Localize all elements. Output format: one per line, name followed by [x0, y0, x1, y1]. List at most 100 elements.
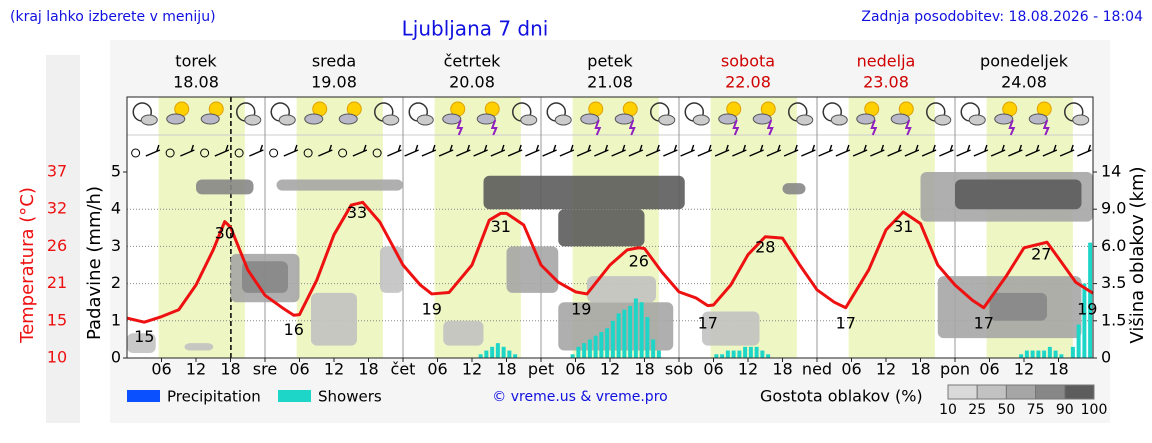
- x-tick-label: 18: [772, 360, 792, 379]
- x-tick-label: sre: [253, 360, 277, 379]
- temp-label: 31: [491, 217, 511, 236]
- wind-barb: [249, 144, 264, 157]
- wind-barb: [1008, 144, 1023, 157]
- y2-axis-title: Višina oblakov (km): [1127, 166, 1148, 343]
- day-name: nedelja: [857, 52, 916, 71]
- day-date: 21.08: [587, 73, 633, 92]
- cloud-cell: [276, 179, 403, 191]
- x-tick-label: 18: [496, 360, 516, 379]
- credit: © vreme.us & vreme.pro: [492, 389, 667, 405]
- cloud-cell: [989, 292, 1047, 321]
- lightning-icon: [628, 119, 636, 136]
- left-strip: [46, 55, 80, 423]
- x-tick-label: 06: [289, 360, 309, 379]
- cloud-icon: [382, 114, 400, 126]
- temp-label: 17: [698, 313, 718, 332]
- density-swatch: [947, 384, 978, 400]
- cloud-icon: [1028, 113, 1048, 125]
- lightning-icon: [594, 119, 602, 136]
- day-name: ponedeljek: [980, 52, 1069, 71]
- wind-barb: [939, 144, 954, 157]
- density-label: 90: [1056, 402, 1074, 418]
- cloud-cell: [558, 209, 645, 247]
- cloud-cell: [443, 320, 484, 346]
- density-label: 25: [968, 402, 986, 418]
- x-tick-label: 06: [427, 360, 447, 379]
- lightning-icon: [456, 119, 464, 136]
- wind-barb: [956, 144, 971, 157]
- daylight-band: [434, 97, 521, 358]
- wind-barb: [473, 144, 488, 157]
- cloud-cell: [506, 246, 559, 293]
- wind-calm: [269, 148, 279, 158]
- cloud-icon: [856, 113, 876, 125]
- wind-calm: [338, 148, 348, 158]
- cloud-icon: [994, 113, 1014, 125]
- bar: [1036, 350, 1041, 358]
- wind-barb: [1059, 144, 1075, 157]
- wind-calm: [200, 148, 210, 158]
- wind-barb: [507, 144, 523, 157]
- x-tick-label: 06: [979, 360, 999, 379]
- y2-tick-label: 1.5: [1101, 310, 1126, 329]
- temp-label: 16: [284, 320, 304, 339]
- wind-barb: [1025, 144, 1040, 157]
- wind-calm: [165, 148, 175, 158]
- y2-tick-label: 6.0: [1101, 236, 1126, 255]
- cloud-icon: [890, 113, 910, 125]
- bar: [720, 354, 725, 358]
- bar: [490, 346, 495, 358]
- temp-label: 26: [629, 251, 649, 270]
- lightning-icon: [904, 119, 912, 136]
- bar: [622, 309, 627, 358]
- bar: [582, 343, 587, 358]
- cloud-icon: [692, 114, 710, 126]
- x-tick-label: 06: [151, 360, 171, 379]
- bar: [1053, 350, 1058, 358]
- temp-label: 17: [974, 313, 994, 332]
- density-label: 100: [1081, 402, 1108, 418]
- wind-barb: [921, 144, 937, 157]
- cloud-icon: [934, 114, 952, 126]
- bar: [714, 354, 719, 358]
- wind-barb: [456, 144, 471, 157]
- density-swatch: [1064, 384, 1095, 400]
- bar: [748, 346, 753, 358]
- x-tick-label: 06: [703, 360, 723, 379]
- y2-tick-label: 0: [1101, 348, 1111, 367]
- lightning-icon: [1008, 119, 1016, 136]
- x-tick-label: sob: [665, 360, 693, 379]
- cloud-cell: [184, 343, 214, 351]
- x-tick-label: 12: [462, 360, 482, 379]
- plot-frame: [126, 96, 1094, 359]
- day-date: 20.08: [449, 73, 495, 92]
- bar: [501, 346, 506, 358]
- bar: [639, 302, 644, 358]
- cloud-cell: [311, 292, 357, 346]
- temp-tick-label: 21: [47, 273, 67, 292]
- cloud-icon: [278, 114, 296, 126]
- cloud-icon: [416, 114, 434, 126]
- temp-label: 30: [215, 224, 235, 243]
- y-tick-label: 3: [111, 236, 121, 255]
- wind-barb: [594, 144, 609, 157]
- x-tick-label: 18: [634, 360, 654, 379]
- bar: [656, 350, 661, 358]
- bar: [484, 350, 489, 358]
- bar: [628, 305, 633, 358]
- wind-barb: [559, 144, 575, 157]
- day-name: sobota: [721, 52, 775, 71]
- temp-tick-label: 26: [47, 236, 67, 255]
- wind-barb: [645, 144, 661, 157]
- bar: [616, 313, 621, 358]
- x-tick-label: 12: [324, 360, 344, 379]
- temp-tick-label: 37: [47, 162, 67, 181]
- bar: [1042, 350, 1047, 358]
- y2-tick-label: 14: [1101, 162, 1121, 181]
- temp-label: 19: [1077, 300, 1097, 319]
- cloud-icon: [968, 114, 986, 126]
- x-tick-label: pon: [940, 360, 970, 379]
- wind-calm: [372, 148, 382, 158]
- cloud-icon: [442, 113, 462, 125]
- wind-calm: [303, 148, 313, 158]
